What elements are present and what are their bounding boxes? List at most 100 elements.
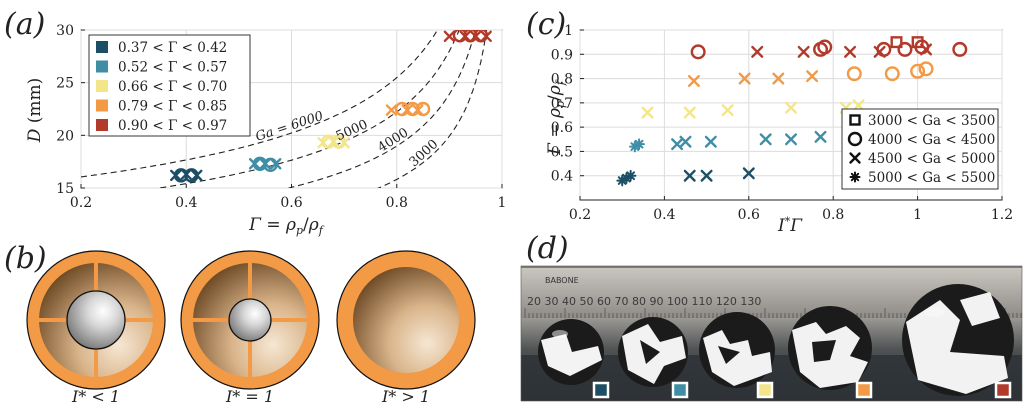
sphere-diagram-1: [26, 250, 166, 390]
legend-label: 4500 < Ga < 5000: [868, 151, 995, 167]
chart-a-point: [443, 30, 456, 43]
chart-c-legend-box: [841, 108, 999, 190]
chart-c-point: [797, 45, 810, 58]
chart-c-point: [884, 66, 900, 82]
chart-a-point: [270, 158, 282, 170]
chart-c-ytick: 0.6: [551, 120, 573, 136]
chart-c-ytick: 0.7: [551, 96, 573, 112]
chart-c-point: [721, 104, 734, 117]
ruler-numbers: 20 30 40 50 60 70 80 90 100 110 120 130: [527, 295, 761, 308]
chart-c-point: [679, 135, 692, 148]
chart-a-xtick: 0.6: [280, 195, 302, 211]
photo-swatch: [994, 381, 1012, 399]
chart-a-ytick: 20: [56, 128, 74, 144]
chart-c-xtick: 0.2: [569, 207, 591, 223]
chart-c-point: [876, 41, 892, 57]
photo-swatch: [756, 381, 774, 399]
chart-a-xtick: 0.8: [386, 195, 408, 211]
chart-c-point: [852, 99, 865, 112]
outline-3: [336, 250, 476, 390]
chart-c-point: [633, 138, 645, 150]
legend-label: 3000 < Ga < 3500: [868, 113, 995, 129]
chart-c-point: [785, 133, 797, 146]
legend-label: 0.79 < Γ < 0.85: [118, 99, 227, 115]
chart-c-xtick: 1.2: [991, 207, 1013, 223]
chart-c-point: [897, 41, 913, 57]
ga-curve: [81, 30, 439, 178]
legend-marker: [849, 171, 861, 183]
chart-c-ytick: 1: [564, 23, 573, 39]
legend-label: 0.52 < Γ < 0.57: [118, 60, 227, 76]
chart-c-point: [704, 135, 717, 148]
chart-a-xtick: 1: [498, 195, 507, 211]
chart-c-point: [759, 133, 772, 146]
core-2: [228, 298, 272, 342]
panel-d-letter: (d): [526, 231, 569, 266]
chart-a-ytick: 25: [56, 76, 74, 92]
chart-c-point: [772, 72, 785, 85]
chart-c-point: [641, 106, 654, 119]
chart-c-ytick: 0.5: [551, 144, 573, 160]
chart-c-ylabel: Γ = ρp/ρf: [545, 79, 567, 156]
chart-c-point: [683, 106, 696, 119]
ruler-brand: BABONE: [545, 276, 579, 285]
chart-c-point: [918, 61, 934, 77]
legend-swatch: [96, 99, 108, 112]
photo-swatch: [592, 381, 610, 399]
chart-c-point: [751, 45, 764, 58]
legend-label: 5000 < Ga < 5500: [868, 170, 995, 186]
chart-c-xtick: 1: [913, 207, 922, 223]
chart-a-point: [385, 104, 398, 116]
chart-c-point: [890, 36, 903, 49]
chart-a-ytick: 15: [56, 181, 74, 197]
legend-swatch: [96, 41, 108, 53]
outline-1: [26, 250, 166, 390]
panel-b-letter: (b): [4, 241, 47, 276]
chart-c-xtick: 0.6: [738, 207, 760, 223]
chart-c-point: [817, 39, 833, 55]
caption-3: I* > 1: [381, 387, 430, 405]
legend-label: 0.66 < Γ < 0.70: [118, 79, 227, 95]
caption-2: I* = 1: [225, 387, 274, 405]
chart-c-xtick: 0.8: [822, 207, 844, 223]
panel-d-photo: BABONE 20 30 40 50 60 70 80 90 100 110 1…: [521, 266, 1022, 401]
legend-marker: [847, 131, 863, 147]
legend-marker: [849, 114, 861, 126]
chart-a-legend-box: [88, 34, 251, 137]
sphere-diagram-2: [180, 250, 320, 390]
chart-c-point: [952, 41, 968, 57]
chart-c-ytick: 0.9: [551, 47, 573, 63]
ball-1: [538, 319, 604, 385]
chart-c-point: [785, 101, 797, 114]
photo-swatch: [855, 381, 873, 399]
chart-a-xtick: 0.2: [70, 195, 92, 211]
chart-c-xlabel: I*Γ: [777, 215, 803, 236]
chart-c-ytick: 0.8: [551, 72, 573, 88]
ball-2: [618, 317, 688, 387]
ga-curve: [377, 30, 488, 188]
photo-frame: [520, 265, 1023, 402]
chart-c-ytick: 0.4: [551, 169, 573, 185]
chart-c-point: [742, 167, 755, 180]
chart-a-ylabel: D (mm): [25, 78, 45, 144]
chart-a-point: [338, 137, 350, 149]
chart-c-point: [683, 169, 696, 182]
chart-a-ytick: 30: [56, 23, 74, 39]
panel-c-letter: (c): [526, 7, 566, 42]
chart-a-xtick: 0.4: [175, 195, 197, 211]
caption-1: I* < 1: [71, 387, 120, 405]
legend-label: 4000 < Ga < 4500: [868, 132, 995, 148]
panel-a-letter: (a): [4, 7, 45, 42]
chart-c-point: [911, 36, 924, 49]
chart-c-point: [624, 169, 637, 182]
chart-a-xlabel: Γ = ρp/ρf: [248, 215, 325, 237]
ball-3: [699, 312, 775, 388]
ball-5: [902, 284, 1014, 396]
legend-label: 0.90 < Γ < 0.97: [118, 118, 227, 134]
outline-2: [180, 250, 320, 390]
legend-swatch: [96, 119, 108, 131]
legend-label: 0.37 < Γ < 0.42: [118, 40, 227, 56]
chart-c-point: [700, 169, 713, 182]
